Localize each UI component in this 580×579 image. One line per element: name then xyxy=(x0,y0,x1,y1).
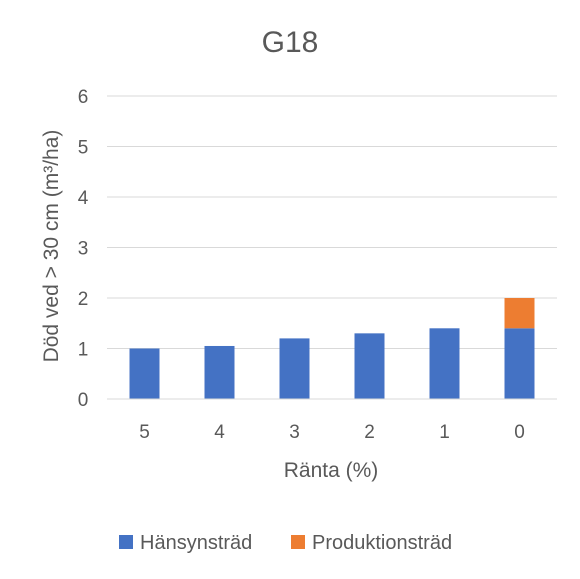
legend-label: Produktionsträd xyxy=(312,532,452,554)
y-tick-label: 3 xyxy=(78,239,89,260)
x-tick-label: 2 xyxy=(364,422,375,443)
y-tick-label: 0 xyxy=(78,390,89,411)
x-tick-label: 4 xyxy=(214,422,225,443)
gridlines xyxy=(107,95,557,349)
bar-hänsynsträd-5 xyxy=(129,348,160,399)
bar-hänsynsträd-0 xyxy=(504,328,535,399)
y-tick-label: 1 xyxy=(78,340,89,361)
y-tick-label: 6 xyxy=(78,87,89,108)
x-tick-label: 5 xyxy=(139,422,150,443)
y-axis-title: Död ved > 30 cm (m³/ha) xyxy=(40,130,63,363)
legend-swatch xyxy=(119,535,133,549)
y-tick-label: 4 xyxy=(78,188,89,209)
x-tick-label: 0 xyxy=(514,422,525,443)
legend-swatch xyxy=(291,535,305,549)
bar-hänsynsträd-2 xyxy=(354,333,385,399)
legend: Hänsynsträd Produktionsträd xyxy=(119,532,452,554)
legend-label: Hänsynsträd xyxy=(140,532,252,554)
bar-produktionsträd-0 xyxy=(504,298,535,329)
x-tick-label: 1 xyxy=(439,422,450,443)
bars xyxy=(129,298,535,399)
bar-hänsynsträd-3 xyxy=(279,338,310,399)
y-tick-label: 2 xyxy=(78,289,89,310)
y-tick-label: 5 xyxy=(78,138,89,159)
bar-hänsynsträd-1 xyxy=(429,328,460,399)
x-axis-title: Ränta (%) xyxy=(284,459,379,482)
y-axis-ticks: 0 1 2 3 4 5 6 xyxy=(78,87,89,411)
chart-title: G18 xyxy=(262,26,319,59)
x-tick-label: 3 xyxy=(289,422,300,443)
bar-hänsynsträd-4 xyxy=(204,345,235,399)
x-axis-ticks: 5 4 3 2 1 0 xyxy=(139,422,525,443)
